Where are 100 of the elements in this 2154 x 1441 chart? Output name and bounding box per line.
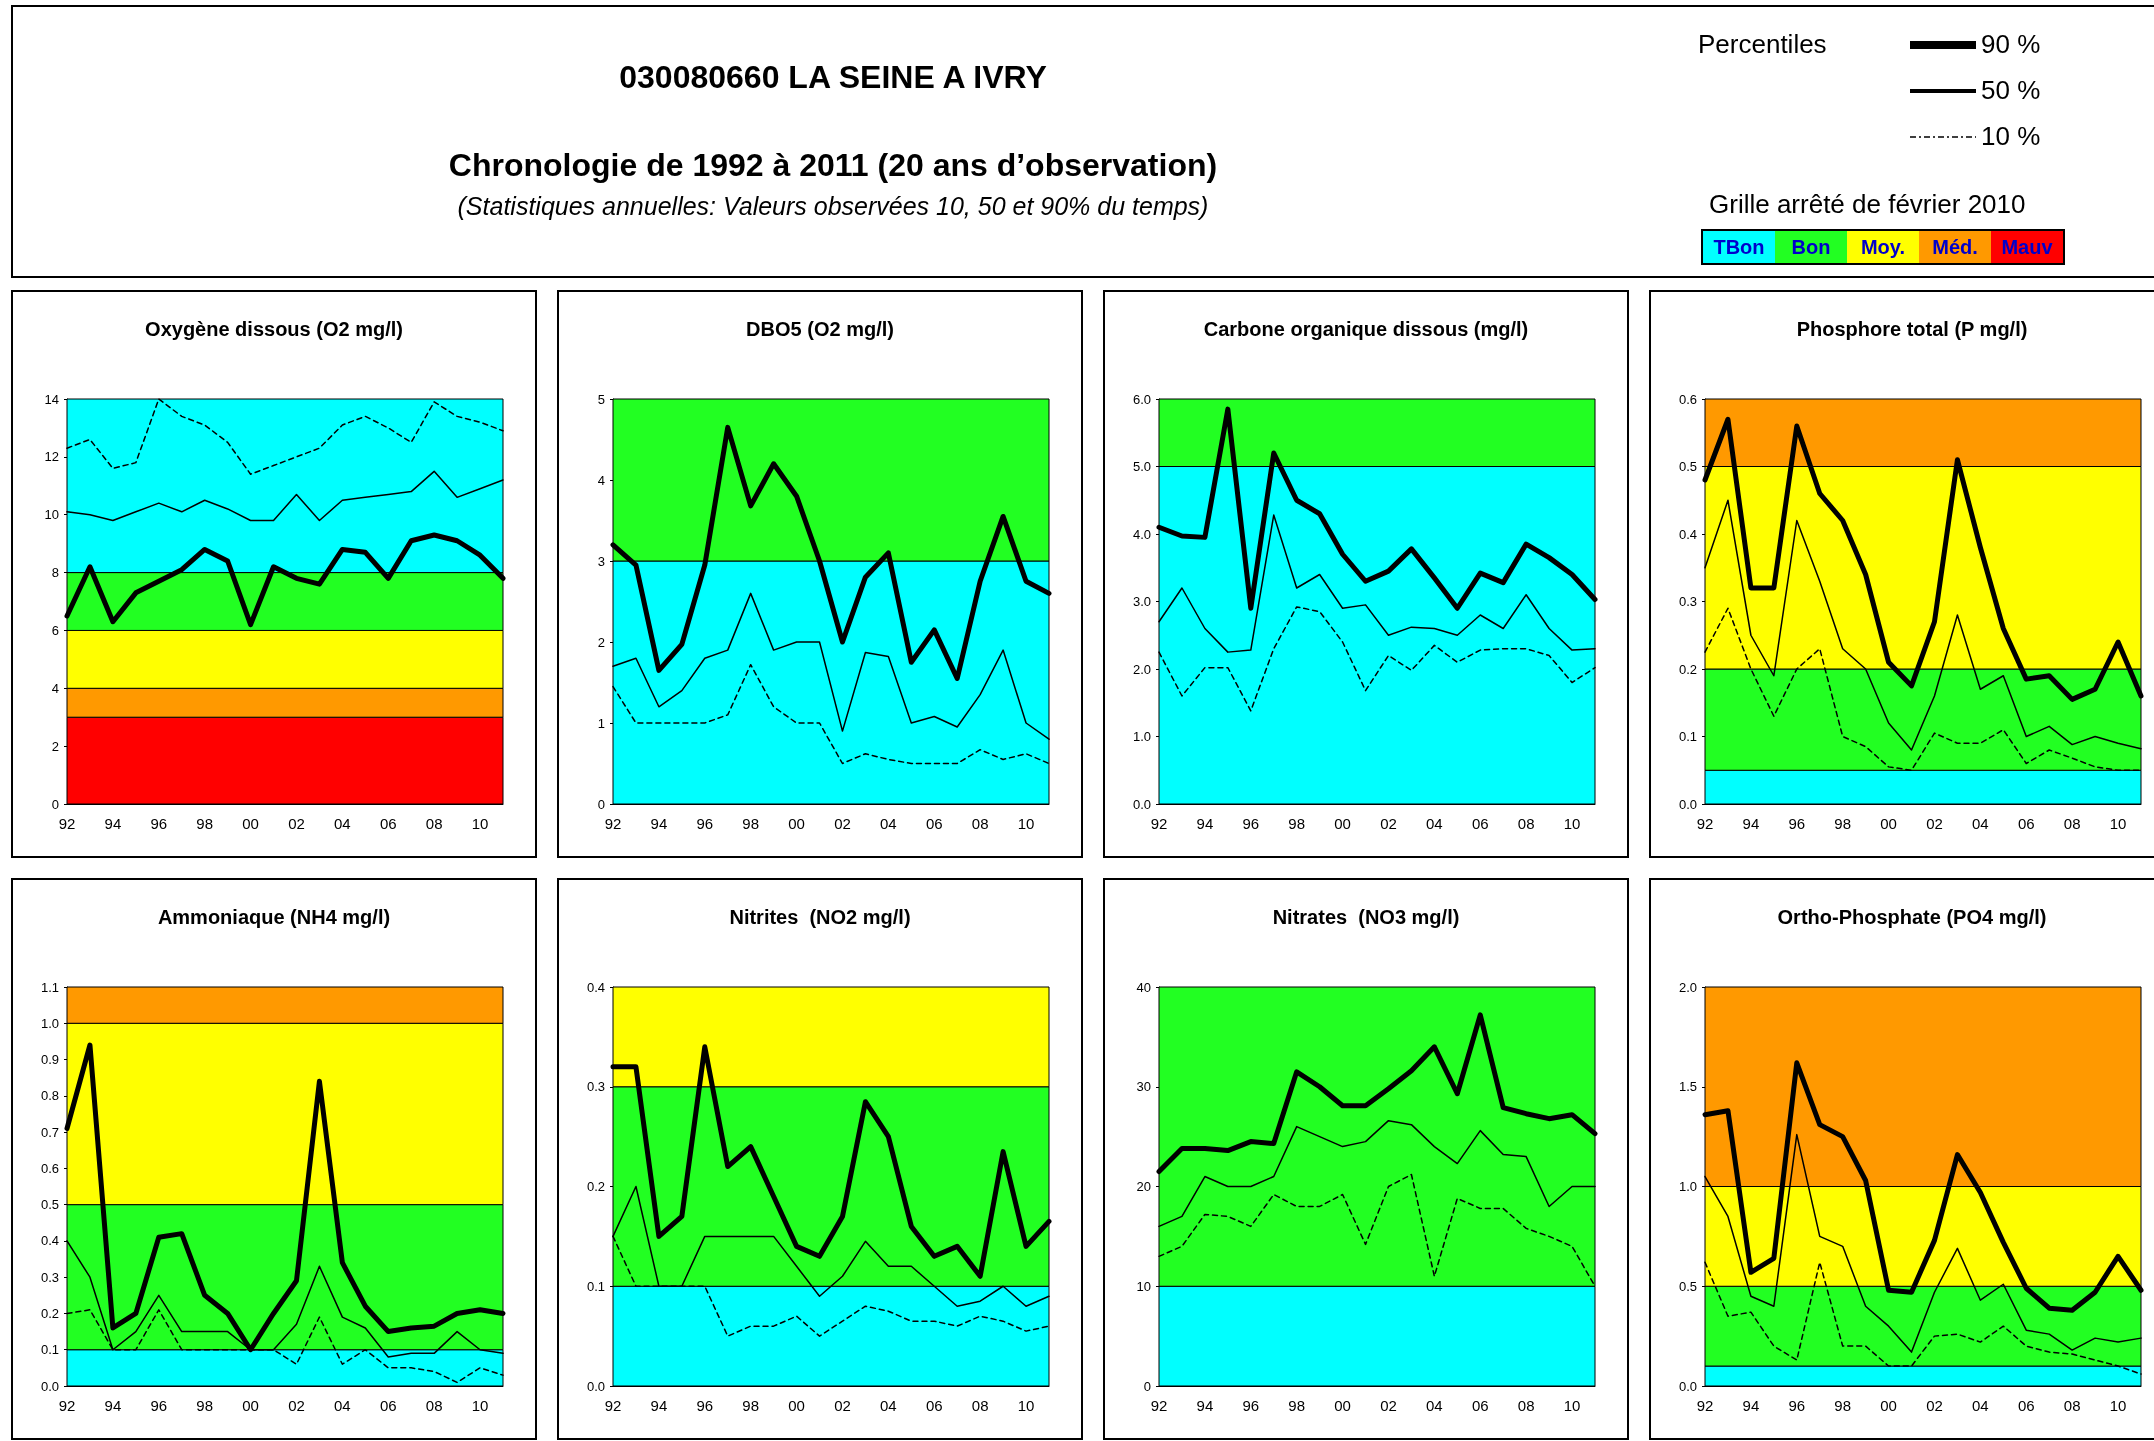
y-tick-label: 0.3 xyxy=(586,1079,605,1095)
y-tick-label: 0.5 xyxy=(1678,1278,1697,1294)
x-tick-label: 94 xyxy=(650,815,668,832)
x-tick-label: 06 xyxy=(925,1397,943,1414)
x-tick-label: 04 xyxy=(1972,1397,1989,1414)
y-tick-label: 0.0 xyxy=(1678,796,1697,812)
x-tick-label: 92 xyxy=(1150,1397,1168,1414)
y-tick-label: 1.0 xyxy=(1678,1179,1697,1194)
x-tick-label: 06 xyxy=(1471,1397,1489,1414)
x-tick-label: 06 xyxy=(925,815,943,832)
x-tick-label: 04 xyxy=(1426,1397,1443,1414)
x-tick-label: 98 xyxy=(742,815,760,832)
text: 10 % xyxy=(1981,121,2041,152)
x-tick-label: 10 xyxy=(1017,1397,1035,1414)
chart-title: Ortho-Phosphate (PO4 mg/l) xyxy=(1777,906,2047,928)
y-tick-label: 6.0 xyxy=(1132,391,1151,407)
y-tick-label: 2 xyxy=(51,738,59,754)
x-tick-label: 94 xyxy=(104,1397,122,1414)
x-tick-label: 06 xyxy=(2017,815,2035,832)
y-tick-label: 3.0 xyxy=(1132,594,1151,609)
x-tick-label: 00 xyxy=(788,1397,805,1414)
x-tick-label: 04 xyxy=(1426,815,1443,832)
x-tick-label: 98 xyxy=(1288,815,1306,832)
x-tick-label: 00 xyxy=(1880,815,1897,832)
category-label: Mauv xyxy=(1991,231,2063,263)
x-tick-label: 98 xyxy=(1834,815,1852,832)
x-tick-label: 04 xyxy=(334,1397,351,1414)
x-tick-label: 96 xyxy=(150,815,168,832)
y-tick-label: 20 xyxy=(1136,1179,1151,1194)
x-tick-label: 96 xyxy=(696,815,714,832)
x-tick-label: 06 xyxy=(379,815,397,832)
x-tick-label: 10 xyxy=(1017,815,1035,832)
x-tick-label: 10 xyxy=(2109,815,2127,832)
x-tick-label: 00 xyxy=(1880,1397,1897,1414)
x-tick-label: 00 xyxy=(1334,815,1351,832)
x-tick-label: 02 xyxy=(834,815,851,832)
x-tick-label: 02 xyxy=(1926,815,1943,832)
x-tick-label: 08 xyxy=(2063,815,2081,832)
y-tick-label: 5 xyxy=(597,391,605,407)
x-tick-label: 10 xyxy=(471,1397,489,1414)
x-tick-label: 96 xyxy=(1788,1397,1806,1414)
y-tick-label: 1.0 xyxy=(40,1015,59,1031)
category-label: Méd. xyxy=(1919,231,1991,263)
x-tick-label: 92 xyxy=(1696,1397,1714,1414)
y-tick-label: 0.0 xyxy=(586,1378,605,1394)
x-tick-label: 94 xyxy=(1196,815,1214,832)
y-tick-label: 0.3 xyxy=(40,1269,59,1285)
x-tick-label: 10 xyxy=(471,815,489,832)
x-tick-label: 04 xyxy=(880,1397,897,1414)
category-label: Moy. xyxy=(1847,231,1919,263)
x-tick-label: 02 xyxy=(834,1397,851,1414)
y-tick-label: 4.0 xyxy=(1132,526,1151,542)
x-tick-label: 04 xyxy=(880,815,897,832)
y-tick-label: 6 xyxy=(51,622,59,638)
text: Chronologie de 1992 à 2011 (20 ans d’observation) xyxy=(448,147,1218,184)
x-tick-label: 94 xyxy=(1742,815,1760,832)
y-tick-label: 2.0 xyxy=(1132,661,1151,677)
y-tick-label: 2.0 xyxy=(1678,979,1697,995)
x-tick-label: 02 xyxy=(1380,1397,1397,1414)
x-tick-label: 08 xyxy=(1517,1397,1535,1414)
x-tick-label: 02 xyxy=(288,1397,305,1414)
category-label: TBon xyxy=(1703,231,1775,263)
y-tick-label: 30 xyxy=(1136,1079,1151,1095)
text: 030080660 LA SEINE A IVRY xyxy=(619,59,1047,96)
x-tick-label: 94 xyxy=(1742,1397,1760,1414)
x-tick-label: 08 xyxy=(1517,815,1535,832)
x-tick-label: 08 xyxy=(971,815,989,832)
y-tick-label: 0 xyxy=(597,796,605,812)
text: (Statistiques annuelles: Valeurs observées 10, 50 et 90% du temps) xyxy=(457,192,1209,221)
x-tick-label: 92 xyxy=(58,815,76,832)
x-tick-label: 06 xyxy=(1471,815,1489,832)
chart-title: Oxygène dissous (O2 mg/l) xyxy=(145,318,403,340)
y-tick-label: 0 xyxy=(1143,1378,1151,1394)
y-tick-label: 0.0 xyxy=(40,1378,59,1394)
x-tick-label: 96 xyxy=(1242,815,1260,832)
x-tick-label: 96 xyxy=(1242,1397,1260,1414)
x-tick-label: 08 xyxy=(2063,1397,2081,1414)
x-tick-label: 98 xyxy=(196,1397,214,1414)
y-tick-label: 0.6 xyxy=(1678,391,1697,407)
chart-title: Carbone organique dissous (mg/l) xyxy=(1203,318,1529,340)
x-tick-label: 96 xyxy=(696,1397,714,1414)
y-tick-label: 10 xyxy=(44,507,59,523)
y-tick-label: 4 xyxy=(597,472,605,488)
x-tick-label: 10 xyxy=(1563,1397,1581,1414)
x-tick-label: 10 xyxy=(2109,1397,2127,1414)
y-tick-label: 0.3 xyxy=(1678,594,1697,609)
text: Percentiles xyxy=(1698,29,1827,60)
text: 50 % xyxy=(1981,75,2041,106)
y-tick-label: 0.1 xyxy=(40,1342,59,1358)
x-tick-label: 10 xyxy=(1563,815,1581,832)
x-tick-label: 96 xyxy=(1788,815,1806,832)
chart-title: Phosphore total (P mg/l) xyxy=(1796,318,2028,340)
y-tick-label: 0.4 xyxy=(1678,526,1697,542)
x-tick-label: 02 xyxy=(1926,1397,1943,1414)
x-tick-label: 08 xyxy=(425,815,443,832)
chart-title: Nitrates (NO3 mg/l) xyxy=(1272,906,1460,928)
y-tick-label: 0.0 xyxy=(1678,1378,1697,1394)
x-tick-label: 98 xyxy=(1834,1397,1852,1414)
x-tick-label: 00 xyxy=(242,815,259,832)
x-tick-label: 00 xyxy=(1334,1397,1351,1414)
